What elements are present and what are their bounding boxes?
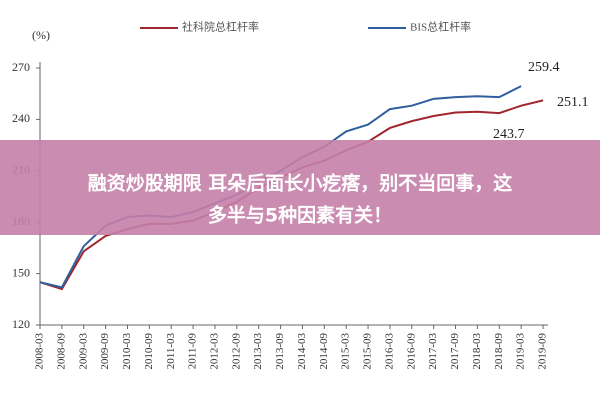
legend-label: 社科院总杠杆率 <box>182 20 259 34</box>
legend-label: BIS总杠杆率 <box>410 20 471 34</box>
x-tick-label: 2010-03 <box>121 333 133 370</box>
x-tick-label: 2018-03 <box>471 333 483 370</box>
x-tick-label: 2011-03 <box>165 333 177 370</box>
x-tick-label: 2019-09 <box>537 333 549 370</box>
x-tick-label: 2014-03 <box>296 333 308 370</box>
annotation: 251.1 <box>557 95 589 110</box>
banner <box>0 140 600 235</box>
x-tick-label: 2014-09 <box>318 333 330 370</box>
x-tick-label: 2015-03 <box>340 333 352 370</box>
y-tick-label: 270 <box>12 60 30 74</box>
x-tick-label: 2011-09 <box>187 333 199 370</box>
x-tick-label: 2019-03 <box>515 333 527 370</box>
x-tick-label: 2008-03 <box>34 333 46 370</box>
x-tick-label: 2010-09 <box>143 333 155 370</box>
x-tick-label: 2015-09 <box>362 333 374 370</box>
y-tick-label: 240 <box>12 111 30 125</box>
x-tick-label: 2013-03 <box>252 333 264 370</box>
x-tick-label: 2016-09 <box>405 333 417 370</box>
y-tick-label: 150 <box>12 265 30 279</box>
x-tick-label: 2017-03 <box>427 333 439 370</box>
annotation: 243.7 <box>493 127 525 142</box>
x-tick-label: 2012-09 <box>230 333 242 370</box>
x-tick-label: 2009-03 <box>77 333 89 370</box>
x-tick-label: 2018-09 <box>493 333 505 370</box>
banner-text: 多半与5种因素有关！ <box>208 204 392 227</box>
banner-text: 融资炒股期限 耳朵后面长小疙瘩，别不当回事，这 <box>88 172 513 195</box>
unit-label: (%) <box>32 28 50 42</box>
x-tick-label: 2017-09 <box>449 333 461 370</box>
x-tick-label: 2012-03 <box>208 333 220 370</box>
x-tick-label: 2013-09 <box>274 333 286 370</box>
x-tick-label: 2008-09 <box>55 333 67 370</box>
y-tick-label: 120 <box>12 317 30 331</box>
x-tick-label: 2016-03 <box>383 333 395 370</box>
annotation: 259.4 <box>528 60 560 75</box>
x-tick-label: 2009-09 <box>99 333 111 370</box>
